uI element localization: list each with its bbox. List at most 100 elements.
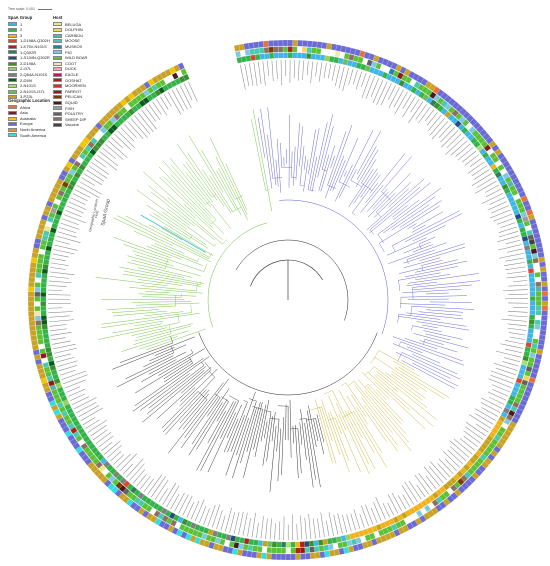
leaf-label <box>423 466 440 487</box>
geo-ring-segment <box>251 551 258 559</box>
host-ring-segment <box>534 276 541 283</box>
leaf-label <box>62 218 79 225</box>
host-ring-segment <box>34 282 41 288</box>
tip-branch <box>303 155 306 170</box>
host-ring-segment <box>301 46 308 53</box>
ring-labels: Geographic Location Host SpaA Group <box>88 198 112 232</box>
host-ring-segment <box>249 48 256 55</box>
leaf-label <box>431 120 449 140</box>
legend-item: COOT <box>53 61 87 67</box>
host-ring-segment <box>247 544 254 552</box>
tip-branch <box>356 130 382 175</box>
leaf-label <box>124 124 137 138</box>
leaf-label <box>304 517 307 540</box>
leaf-labels <box>48 60 528 541</box>
leaf-label <box>51 337 66 341</box>
leaf-label <box>249 63 254 86</box>
tip-branch <box>411 306 474 310</box>
host-ring-segment <box>34 291 41 297</box>
legend-swatch <box>53 33 62 38</box>
host-ring-segment <box>532 257 539 264</box>
tip-branch <box>366 188 388 212</box>
geo-ring-segment <box>539 261 546 268</box>
tip-branch <box>369 182 378 194</box>
legend-swatch <box>53 83 62 88</box>
host-ring-segment <box>535 296 542 302</box>
leaf-label <box>83 173 103 186</box>
tip-branch <box>111 309 159 313</box>
leaf-label <box>134 115 151 135</box>
tip-branch <box>113 237 172 259</box>
tip-branch <box>183 163 214 203</box>
leaf-label <box>190 500 200 520</box>
leaf-label <box>296 524 298 540</box>
legend-item: Asia <box>8 110 50 116</box>
leaf-label <box>489 396 505 405</box>
long-branch <box>140 214 206 253</box>
leaf-label <box>54 353 72 359</box>
leaf-label <box>59 227 77 233</box>
tip-branch <box>330 155 345 191</box>
tip-branch <box>327 131 347 186</box>
leaf-label <box>315 61 318 77</box>
tip-branch <box>185 161 213 198</box>
spaa-ring-segment <box>40 291 47 297</box>
tip-branch <box>355 149 379 187</box>
leaf-label <box>96 154 117 171</box>
leaf-label <box>387 494 399 514</box>
tree-scale-bar <box>37 8 52 10</box>
leaf-label <box>480 402 501 413</box>
tip-branch <box>332 390 369 465</box>
leaf-label <box>387 85 396 101</box>
leaf-label <box>342 514 348 533</box>
host-ring-segment <box>34 301 41 307</box>
geo-ring-segment <box>538 334 546 341</box>
leaf-label <box>359 513 365 528</box>
legend-item: Europe <box>8 121 50 127</box>
spaa-ring-segment <box>304 541 310 548</box>
tip-branch <box>148 185 216 241</box>
tip-branch <box>356 145 377 180</box>
tip-branch <box>145 291 170 294</box>
legend-label: SHEEP DIP <box>65 116 87 122</box>
leaf-label <box>508 311 528 313</box>
leaf-label <box>170 493 180 510</box>
leaf-label <box>429 117 445 136</box>
leaf-label <box>216 509 223 530</box>
tip-branch <box>112 323 163 334</box>
tip-branch <box>353 168 378 204</box>
spaa-ring-segment <box>281 541 287 548</box>
tip-branch <box>347 410 363 439</box>
tip-branch <box>307 128 320 190</box>
tip-branch <box>398 313 441 320</box>
geo-ring-segment <box>27 296 35 302</box>
leaf-label <box>276 60 278 80</box>
leaf-label <box>54 244 78 251</box>
leaf-label <box>388 87 400 108</box>
legend-item: EAGLE <box>53 72 87 78</box>
legend-swatch <box>53 117 62 122</box>
host-ring-segment <box>282 46 288 53</box>
leaf-label <box>111 137 123 149</box>
leaf-label <box>338 66 345 89</box>
clade-arc <box>338 181 351 188</box>
tip-branch <box>364 390 409 443</box>
tip-branch <box>161 228 183 241</box>
leaf-label <box>398 495 407 510</box>
leaf-label <box>365 504 374 525</box>
tip-branch <box>402 288 462 294</box>
spaa-ring-segment <box>40 287 47 293</box>
spaa-ring-segment <box>295 541 301 548</box>
spaa-ring-segment <box>528 277 535 283</box>
leaf-label <box>101 441 113 452</box>
host-ring-segment <box>535 281 542 287</box>
leaf-label <box>352 70 358 85</box>
spaa-ring-segment <box>527 268 535 274</box>
tip-branch <box>429 301 472 303</box>
geo-ring-segment <box>321 42 328 49</box>
leaf-label <box>158 488 168 503</box>
tip-branch <box>379 205 440 244</box>
geo-ring-segment <box>541 291 549 297</box>
spaa-ring-segment <box>529 300 536 306</box>
tip-branch <box>393 200 419 220</box>
